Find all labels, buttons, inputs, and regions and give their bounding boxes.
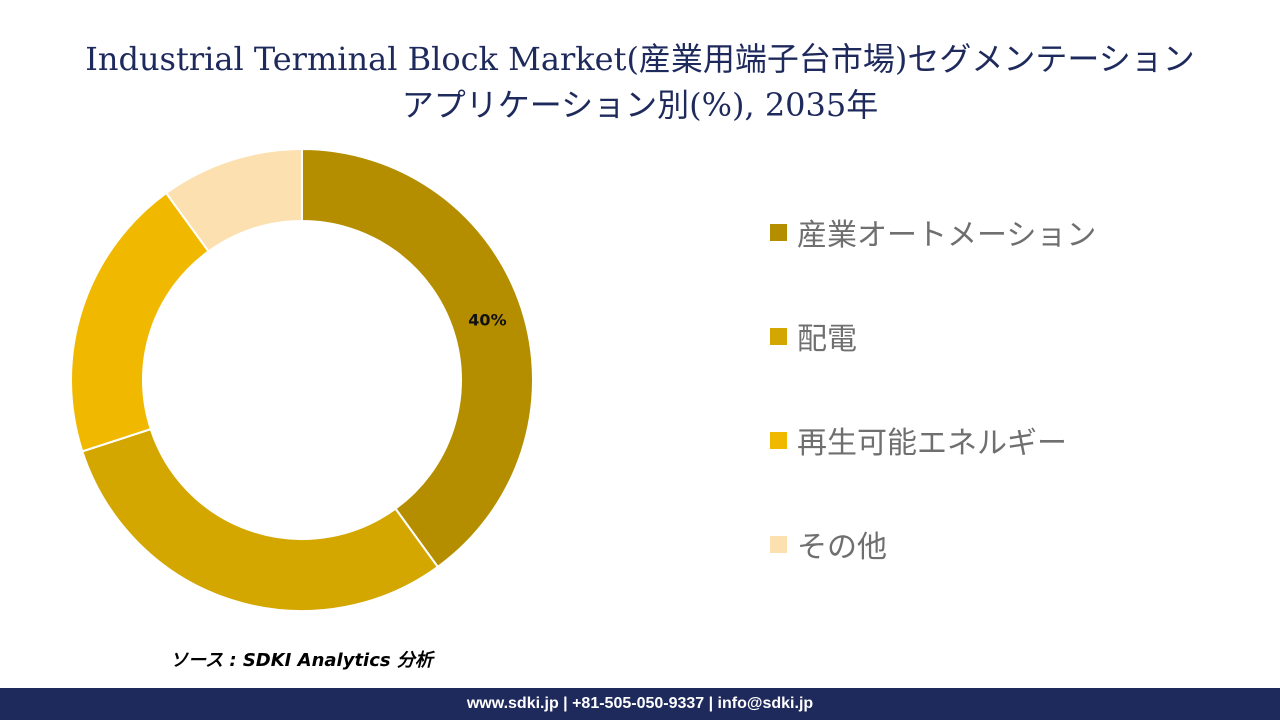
donut-slice-3 [70,191,210,453]
legend-label-4: その他 [797,530,887,565]
legend-swatch-3 [770,431,787,449]
legend-item-2: 配電 [770,309,1250,363]
donut-slice-1-data-label: 40% [468,311,506,330]
donut-chart: 40% [70,147,534,612]
legend-item-1: 産業オートメーション [770,205,1250,259]
legend-label-3: 再生可能エネルギー [797,426,1067,461]
donut-slice-1 [301,147,534,569]
legend-swatch-2 [770,327,787,345]
legend-swatch-1 [770,223,787,241]
legend-label-1: 産業オートメーション [797,218,1097,253]
legend-item-3: 再生可能エネルギー [770,413,1250,467]
legend-item-4: その他 [770,517,1250,571]
donut-slice-2 [81,427,440,612]
chart-title-line-2: アプリケーション別(%), 2035年 [401,86,879,124]
donut-slice-4 [164,147,303,253]
legend-swatch-4 [770,535,787,553]
chart-title-line-1: Industrial Terminal Block Market(産業用端子台市… [85,40,1195,78]
source-note: ソース : SDKI Analytics 分析 [170,650,433,671]
footer-contact-bar: www.sdki.jp | +81-505-050-9337 | info@sd… [0,688,1280,720]
chart-title: Industrial Terminal Block Market(産業用端子台市… [0,36,1280,128]
chart-legend: 産業オートメーション 配電再生可能エネルギー その他 [770,205,1250,621]
legend-label-2: 配電 [797,322,857,357]
